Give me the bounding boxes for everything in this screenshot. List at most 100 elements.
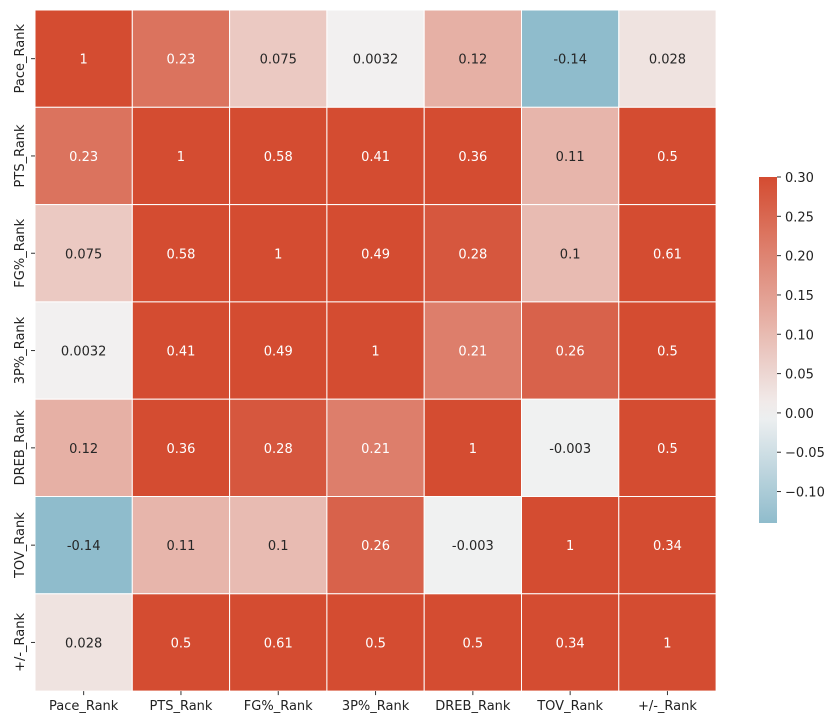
cell-value-label: 0.1: [560, 247, 581, 262]
y-tick-label: FG%_Rank: [13, 218, 28, 287]
cell-value-label: 0.49: [361, 247, 390, 262]
cell-value-label: 0.12: [458, 53, 487, 68]
heatmap-cell: [618, 106, 717, 206]
y-tick-label: PTS_Rank: [13, 124, 28, 187]
x-tick-label: 3P%_Rank: [342, 699, 410, 714]
cell-value-label: 1: [371, 345, 379, 360]
y-axis-ticks: Pace_Rank PTS_Rank FG%_Rank 3P%_Rank DREB_Ra…: [13, 24, 35, 672]
heatmap-cell: [618, 301, 717, 400]
cell-value-label: 0.26: [361, 539, 390, 554]
cell-value-label: 0.12: [69, 442, 98, 457]
cell-value-label: 0.23: [166, 53, 195, 68]
heatmap-cell: [618, 496, 717, 595]
cell-value-label: 0.58: [166, 247, 195, 262]
heatmap-cell: [131, 496, 231, 595]
heatmap-cell: [326, 593, 425, 692]
cell-value-label: 0.21: [361, 442, 390, 457]
cell-value-label: 0.5: [657, 345, 678, 360]
cell-value-label: 1: [80, 53, 88, 68]
heatmap-cell: [618, 593, 717, 692]
heatmap-cell: [229, 204, 328, 303]
heatmap-cell: [423, 106, 523, 206]
cell-value-label: 0.0032: [61, 345, 107, 360]
heatmap-cell: [423, 204, 523, 303]
heatmap-cell: [34, 398, 133, 498]
cell-value-label: -0.003: [452, 539, 494, 554]
x-tick-label: TOV_Rank: [536, 699, 603, 714]
colorbar: −0.10 −0.05 0.00 0.05 0.10 0.15 0.20 0.25 0.30: [759, 171, 825, 523]
cell-value-label: 0.36: [458, 150, 487, 165]
colorbar-tick-label: −0.05: [785, 446, 825, 461]
heatmap-cell: [521, 106, 620, 206]
heatmap-cell-labels: 1 0.23 0.075 0.0032 0.12 -0.14 0.028 0.23 1 0.58 0…: [61, 53, 686, 652]
cell-value-label: 0.61: [653, 247, 682, 262]
colorbar-tick-label: 0.30: [785, 171, 814, 186]
colorbar-gradient: [759, 177, 777, 523]
heatmap-cell: [229, 593, 328, 692]
x-axis-ticks: Pace_Rank PTS_Rank FG%_Rank 3P%_Rank DREB_Ra…: [49, 691, 697, 714]
cell-value-label: 0.34: [653, 539, 682, 554]
heatmap-cell: [618, 398, 717, 498]
heatmap-cell: [326, 496, 425, 595]
cell-value-label: 0.41: [361, 150, 390, 165]
cell-value-label: 0.28: [264, 442, 293, 457]
cell-value-label: 0.26: [556, 345, 585, 360]
cell-value-label: 0.34: [556, 636, 585, 651]
cell-value-label: 0.61: [264, 636, 293, 651]
cell-value-label: 0.49: [264, 345, 293, 360]
cell-value-label: 0.075: [260, 53, 297, 68]
y-tick-label: +/-_Rank: [13, 613, 28, 672]
heatmap-cell: [521, 9, 620, 108]
cell-value-label: 0.21: [458, 345, 487, 360]
heatmap-cell: [131, 204, 231, 303]
cell-value-label: 0.41: [166, 345, 195, 360]
cell-value-label: 0.28: [458, 247, 487, 262]
cell-value-label: 0.5: [171, 636, 192, 651]
cell-value-label: 1: [469, 442, 477, 457]
heatmap-cell: [229, 9, 328, 108]
heatmap-cell: [34, 9, 133, 108]
heatmap-cell: [618, 204, 717, 303]
cell-value-label: 0.5: [365, 636, 386, 651]
heatmap-cell: [423, 9, 523, 108]
cell-value-label: 0.58: [264, 150, 293, 165]
heatmap-cell: [521, 204, 620, 303]
heatmap-cell: [326, 301, 425, 400]
colorbar-tick-label: 0.05: [785, 368, 814, 383]
cell-value-label: 0.0032: [353, 53, 399, 68]
colorbar-tick-label: 0.25: [785, 210, 814, 225]
cell-value-label: 0.028: [65, 636, 102, 651]
colorbar-tick-label: 0.10: [785, 328, 814, 343]
cell-value-label: 0.5: [657, 150, 678, 165]
heatmap-cell: [34, 301, 133, 400]
heatmap-cell: [326, 204, 425, 303]
cell-value-label: 0.1: [268, 539, 289, 554]
cell-value-label: 0.36: [166, 442, 195, 457]
y-tick-label: DREB_Rank: [13, 410, 28, 486]
heatmap-cell: [423, 496, 523, 595]
heatmap-cell: [423, 593, 523, 692]
cell-value-label: -0.14: [553, 53, 587, 68]
cell-value-label: 1: [663, 636, 671, 651]
x-tick-label: Pace_Rank: [49, 699, 119, 714]
colorbar-tick-label: 0.15: [785, 289, 814, 304]
cell-value-label: 0.11: [556, 150, 585, 165]
x-tick-label: DREB_Rank: [435, 699, 511, 714]
colorbar-tick-label: −0.10: [785, 486, 825, 501]
y-tick-label: 3P%_Rank: [13, 316, 28, 384]
y-tick-label: Pace_Rank: [13, 24, 28, 94]
heatmap-cell: [521, 593, 620, 692]
heatmap-cell: [229, 398, 328, 498]
cell-value-label: -0.003: [549, 442, 591, 457]
cell-value-label: 1: [274, 247, 282, 262]
cell-value-label: 0.075: [65, 247, 102, 262]
heatmap-cell: [34, 593, 133, 692]
cell-value-label: 0.5: [657, 442, 678, 457]
cell-value-label: 0.23: [69, 150, 98, 165]
heatmap-cell: [34, 496, 133, 595]
cell-value-label: 0.11: [166, 539, 195, 554]
heatmap-cell: [229, 496, 328, 595]
cell-value-label: 0.028: [649, 53, 686, 68]
cell-value-label: 0.5: [463, 636, 484, 651]
